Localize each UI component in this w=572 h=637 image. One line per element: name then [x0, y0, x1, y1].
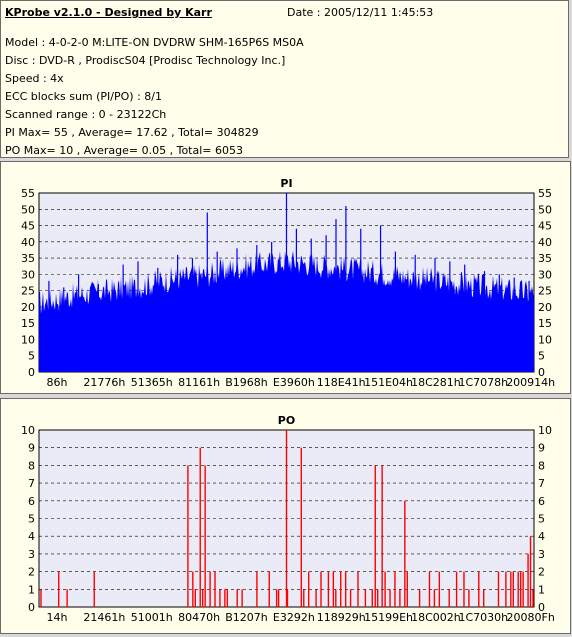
y-tick-label-right: 55	[538, 187, 552, 200]
x-tick-label: 200914h	[506, 376, 555, 389]
y-tick-label-left: 9	[28, 442, 35, 455]
info-po-stats: PO Max= 10 , Average= 0.05 , Total= 6053	[5, 144, 243, 157]
y-tick-label-left: 25	[21, 285, 35, 298]
chart-title: PI	[280, 177, 292, 190]
y-tick-label-right: 2	[538, 566, 545, 579]
y-tick-label-right: 20	[538, 301, 552, 314]
po-chart: 0 0 1 1 2 2 3 3 4 4 5 5 6 6 7 7 8 8 9 9 10 10 14h 21461h 51001h 8…	[21, 414, 555, 624]
x-tick-label: B1207h	[225, 611, 268, 624]
y-tick-label-right: 3	[538, 548, 545, 561]
x-tick-label: 21461h	[83, 611, 125, 624]
y-tick-label-left: 10	[21, 333, 35, 346]
y-tick-label-left: 15	[21, 317, 35, 330]
x-tick-label: E3960h	[273, 376, 315, 389]
x-tick-label: E3292h	[273, 611, 315, 624]
x-tick-label: 81161h	[178, 376, 220, 389]
y-tick-label-right: 30	[538, 268, 552, 281]
y-tick-label-left: 0	[28, 601, 35, 614]
x-tick-label: 1C7078h	[458, 376, 508, 389]
info-range: Scanned range : 0 - 23122Ch	[5, 108, 167, 121]
x-tick-label: 15199Eh	[364, 611, 413, 624]
info-panel: KProbe v2.1.0 - Designed by Karr Date : …	[0, 0, 569, 158]
y-tick-label-right: 0	[538, 601, 545, 614]
y-tick-label-left: 8	[28, 459, 35, 472]
x-tick-label: 51001h	[131, 611, 173, 624]
x-tick-label: 20080Fh	[507, 611, 555, 624]
y-tick-label-left: 20	[21, 301, 35, 314]
y-tick-label-left: 50	[21, 203, 35, 216]
y-tick-label-right: 6	[538, 495, 545, 508]
y-tick-label-left: 40	[21, 236, 35, 249]
y-tick-label-left: 10	[21, 424, 35, 437]
y-tick-label-right: 0	[538, 366, 545, 379]
y-tick-label-right: 7	[538, 477, 545, 490]
app-title: KProbe v2.1.0 - Designed by Karr	[5, 6, 212, 19]
pi-chart-panel: 0 0 5 5 10 10 15 15 20 20 25 25 30 30 35 35 40 40 45 45 50 50…	[0, 161, 571, 394]
y-tick-label-right: 25	[538, 285, 552, 298]
y-tick-label-left: 0	[28, 366, 35, 379]
scan-date: Date : 2005/12/11 1:45:53	[287, 6, 434, 19]
y-tick-label-right: 1	[538, 583, 545, 596]
y-tick-label-right: 5	[538, 513, 545, 526]
y-tick-label-left: 2	[28, 566, 35, 579]
x-tick-label: 86h	[47, 376, 68, 389]
y-tick-label-right: 8	[538, 459, 545, 472]
y-tick-label-right: 35	[538, 252, 552, 265]
y-tick-label-left: 4	[28, 530, 35, 543]
x-tick-label: 21776h	[83, 376, 125, 389]
y-tick-label-right: 45	[538, 220, 552, 233]
y-tick-label-left: 6	[28, 495, 35, 508]
y-tick-label-left: 3	[28, 548, 35, 561]
y-tick-label-left: 7	[28, 477, 35, 490]
info-pi-stats: PI Max= 55 , Average= 17.62 , Total= 304…	[5, 126, 259, 139]
y-tick-label-left: 35	[21, 252, 35, 265]
y-tick-label-right: 9	[538, 442, 545, 455]
info-ecc: ECC blocks sum (PI/PO) : 8/1	[5, 90, 162, 103]
x-tick-label: 151E04h	[364, 376, 413, 389]
x-tick-label: B1968h	[225, 376, 268, 389]
y-tick-label-left: 5	[28, 513, 35, 526]
info-disc: Disc : DVD-R , ProdiscS04 [Prodisc Techn…	[5, 54, 286, 67]
info-speed: Speed : 4x	[5, 72, 64, 85]
x-tick-label: 14h	[47, 611, 68, 624]
po-chart-panel: 0 0 1 1 2 2 3 3 4 4 5 5 6 6 7 7 8 8 9 9 10 10 14h 21461h 51001h 8…	[0, 398, 571, 634]
y-tick-label-left: 5	[28, 350, 35, 363]
y-tick-label-right: 5	[538, 350, 545, 363]
y-tick-label-right: 15	[538, 317, 552, 330]
x-tick-label: 80470h	[178, 611, 220, 624]
x-tick-label: 18C002h	[411, 611, 461, 624]
x-tick-label: 51365h	[131, 376, 173, 389]
y-tick-label-right: 50	[538, 203, 552, 216]
chart-title: PO	[278, 414, 295, 427]
x-tick-label: 118929h	[317, 611, 366, 624]
info-model: Model : 4-0-2-0 M:LITE-ON DVDRW SHM-165P…	[5, 36, 304, 49]
y-tick-label-right: 10	[538, 424, 552, 437]
y-tick-label-left: 30	[21, 268, 35, 281]
x-tick-label: 1C7030h	[458, 611, 508, 624]
x-tick-label: 18C281h	[411, 376, 461, 389]
y-tick-label-right: 10	[538, 333, 552, 346]
y-tick-label-right: 40	[538, 236, 552, 249]
y-tick-label-left: 1	[28, 583, 35, 596]
y-tick-label-left: 55	[21, 187, 35, 200]
y-tick-label-right: 4	[538, 530, 545, 543]
y-tick-label-left: 45	[21, 220, 35, 233]
x-tick-label: 118E41h	[317, 376, 366, 389]
